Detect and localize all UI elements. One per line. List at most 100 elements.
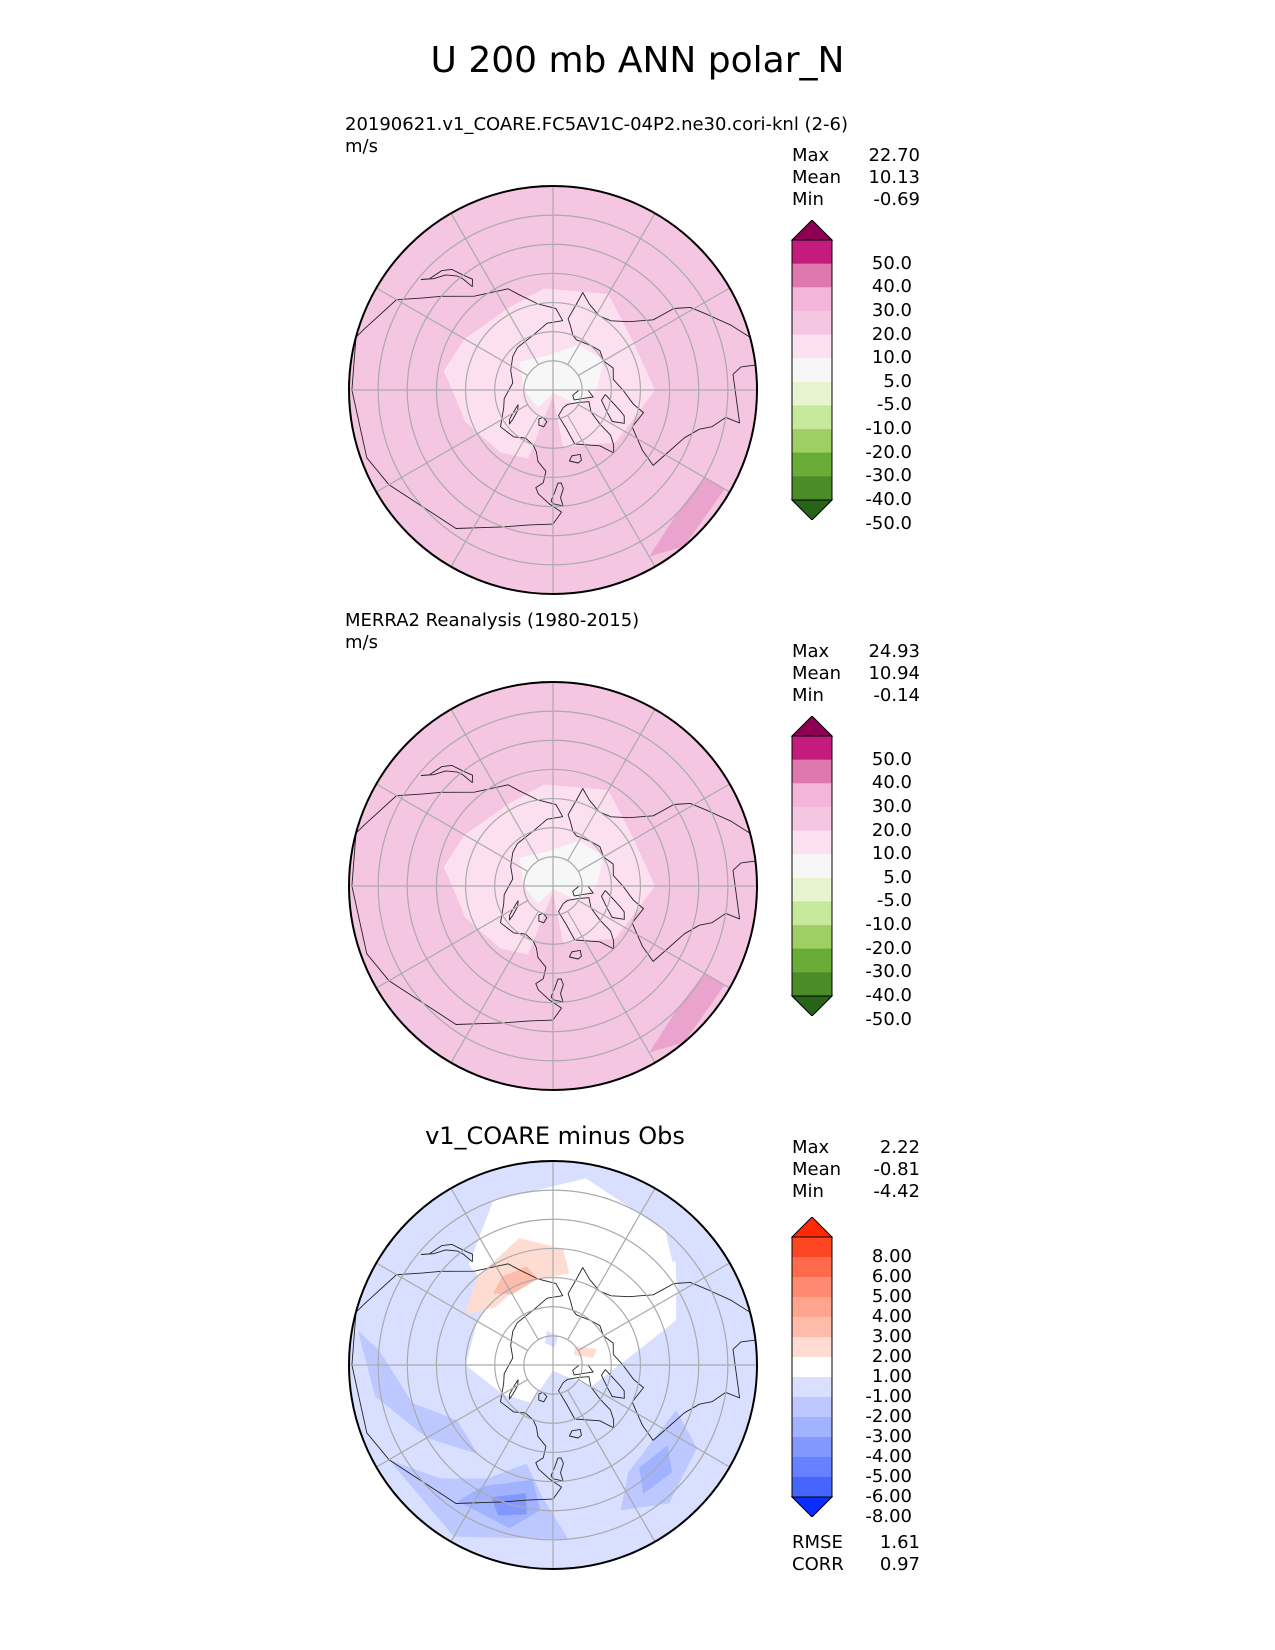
panel2-title: MERRA2 Reanalysis (1980-2015) bbox=[345, 610, 640, 631]
colorbar-band bbox=[792, 358, 832, 383]
colorbar-outline bbox=[791, 1236, 833, 1498]
field-region bbox=[649, 973, 725, 1053]
colorbar-tick-label: -8.00 bbox=[865, 1506, 912, 1527]
stat-value: 22.70 bbox=[868, 145, 920, 166]
coastline-svalbard bbox=[538, 912, 548, 924]
metric-value: 1.61 bbox=[879, 1532, 920, 1553]
colorbar-band bbox=[792, 1317, 832, 1338]
longitude-gridline bbox=[577, 783, 730, 872]
map-boundary bbox=[348, 1160, 758, 1570]
stat-value: 2.22 bbox=[879, 1137, 920, 1158]
coastline-baffin bbox=[601, 890, 625, 920]
stat-label: Mean bbox=[792, 663, 842, 684]
coastline-svalbard bbox=[538, 1391, 548, 1403]
colorbar-tick-label: -40.0 bbox=[865, 489, 912, 510]
panel1-units: m/s bbox=[345, 136, 378, 157]
longitude-gridline bbox=[376, 404, 529, 493]
colorbar-tick-label: -5.0 bbox=[876, 890, 912, 912]
stat-value: -0.69 bbox=[873, 189, 920, 210]
longitude-gridline bbox=[376, 1262, 529, 1351]
colorbar-tick-label: 50.0 bbox=[871, 748, 912, 770]
coastline-uk bbox=[550, 1457, 564, 1482]
colorbar-tick-label: -3.00 bbox=[865, 1426, 912, 1447]
colorbar-tick-label: 5.0 bbox=[883, 866, 912, 888]
colorbar-tick-label: 8.00 bbox=[871, 1246, 912, 1267]
field-region bbox=[545, 1330, 559, 1348]
longitude-gridline bbox=[567, 213, 656, 366]
colorbar-tick-label: 6.00 bbox=[871, 1266, 912, 1287]
colorbar-band bbox=[792, 877, 832, 902]
coastline-iceland bbox=[568, 453, 582, 464]
colorbar-band bbox=[792, 925, 832, 950]
colorbar-band bbox=[792, 287, 832, 312]
colorbar-band bbox=[792, 1297, 832, 1318]
coastline-japan bbox=[420, 1243, 473, 1263]
main-title: U 200 mb ANN polar_N bbox=[430, 40, 845, 81]
stat-value: 10.94 bbox=[868, 663, 920, 684]
stat-label: Mean bbox=[792, 167, 842, 188]
colorbar-band bbox=[792, 1437, 832, 1458]
colorbar-band bbox=[792, 948, 832, 973]
colorbar-band bbox=[792, 381, 832, 406]
panel3-metrics: RMSE 1.61 CORR 0.97 bbox=[792, 1532, 920, 1576]
map-field bbox=[349, 1161, 757, 1569]
colorbar-tick-label: -6.00 bbox=[865, 1486, 912, 1507]
metric-label: RMSE bbox=[792, 1532, 843, 1553]
colorbar-tick-label: 20.0 bbox=[871, 819, 912, 841]
longitude-gridline bbox=[376, 900, 529, 989]
colorbar-tick-label: -2.00 bbox=[865, 1406, 912, 1427]
colorbar-outline bbox=[791, 735, 833, 997]
coastline-svalbard bbox=[538, 416, 548, 428]
map-boundary bbox=[348, 681, 758, 1091]
colorbar-tick-label: 10.0 bbox=[871, 843, 912, 865]
panel1-colorbar bbox=[790, 220, 834, 520]
panel2-colorbar bbox=[790, 716, 834, 1016]
longitude-gridline bbox=[577, 1262, 730, 1351]
field-region bbox=[357, 1330, 479, 1455]
field-region bbox=[649, 477, 725, 557]
colorbar-extend-min bbox=[790, 499, 834, 520]
stat-label: Max bbox=[792, 145, 830, 166]
longitude-gridline bbox=[577, 287, 730, 376]
colorbar-tick-label: 1.00 bbox=[871, 1366, 912, 1387]
coastline-novaya bbox=[508, 900, 519, 921]
coastline-greenland bbox=[558, 1376, 615, 1429]
longitude-gridline bbox=[450, 414, 539, 567]
colorbar-band bbox=[792, 1337, 832, 1358]
colorbar-extend-max bbox=[790, 1217, 834, 1238]
colorbar-tick-label: 10.0 bbox=[871, 347, 912, 369]
colorbar-band bbox=[792, 901, 832, 926]
coastline-baffin bbox=[601, 1369, 625, 1399]
longitude-gridline bbox=[450, 213, 539, 366]
colorbar-band bbox=[792, 736, 832, 761]
stat-value: 10.13 bbox=[868, 167, 920, 188]
stat-value: -0.14 bbox=[873, 685, 920, 706]
map-boundary bbox=[348, 185, 758, 595]
colorbar-outline bbox=[791, 239, 833, 501]
colorbar-band bbox=[792, 240, 832, 265]
colorbar-band bbox=[792, 263, 832, 288]
stat-label: Max bbox=[792, 641, 830, 662]
colorbar-tick-label: -10.0 bbox=[865, 914, 912, 936]
panel2-units: m/s bbox=[345, 632, 378, 653]
colorbar-tick-label: 3.00 bbox=[871, 1326, 912, 1347]
stat-label: Min bbox=[792, 1181, 824, 1202]
longitude-gridline bbox=[376, 783, 529, 872]
panel3-polar-map bbox=[348, 1160, 758, 1570]
map-field bbox=[349, 186, 757, 594]
field-region bbox=[639, 1445, 673, 1494]
colorbar-band bbox=[792, 1377, 832, 1398]
colorbar-band bbox=[792, 476, 832, 501]
colorbar-band bbox=[792, 1357, 832, 1378]
colorbar-band bbox=[792, 806, 832, 832]
stat-label: Min bbox=[792, 189, 824, 210]
panel3-title: v1_COARE minus Obs bbox=[425, 1122, 685, 1150]
panel2-polar-map bbox=[348, 681, 758, 1091]
longitude-gridline bbox=[450, 709, 539, 862]
longitude-gridline bbox=[376, 287, 529, 376]
colorbar-tick-label: 5.00 bbox=[871, 1286, 912, 1307]
longitude-gridline bbox=[577, 900, 730, 989]
coastline-greenland bbox=[558, 401, 615, 454]
colorbar-tick-label: -30.0 bbox=[865, 961, 912, 983]
stat-value: 24.93 bbox=[868, 641, 920, 662]
